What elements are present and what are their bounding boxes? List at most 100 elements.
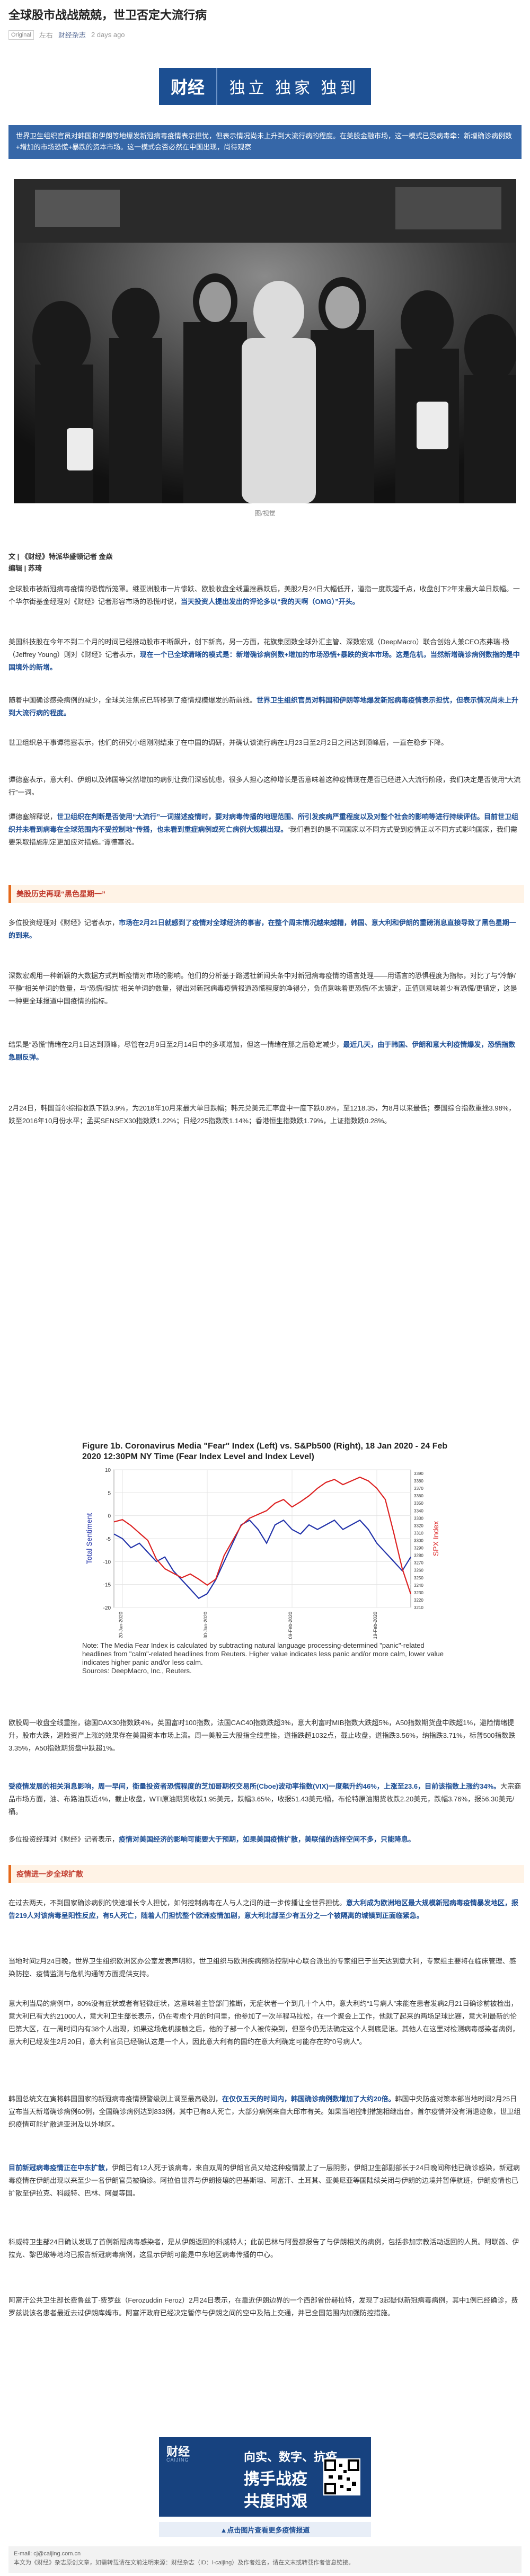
y2-tick-label: 3280 <box>414 1553 423 1558</box>
chart-title: Figure 1b. Coronavirus Media "Fear" Inde… <box>82 1442 448 1461</box>
trading-floor-photo <box>14 179 516 503</box>
p11-text: 大宗商品市场方面，油、布路油跌近4%，截止收盘，WTI原油期货收跌1.95美元，… <box>8 1782 522 1816</box>
p6-text: 谭德塞解释说， <box>8 813 57 821</box>
y2-axis-label: SPX Index <box>431 1521 440 1556</box>
y2-tick-label: 3370 <box>414 1486 423 1491</box>
paragraph-11: 欧股周一收盘全线重挫，德国DAX30指数跌4%，英国富时100指数，法国CAC4… <box>8 1719 516 1752</box>
paragraph-16: 韩国总统文在寅将韩国国家的新冠病毒疫情预警级别上调至最高级别，在仅仅五天的时间内… <box>8 2093 522 2131</box>
x-tick-label: 20-Jan-2020 <box>118 1612 123 1639</box>
section-header-global-spread: 疫情进一步全球扩散 <box>8 1865 524 1883</box>
p3-highlight: 世界卫生组织官员对韩国和伊朗等地爆发新冠病毒疫情表示担忧，但表示情况尚未上升到大… <box>8 696 519 717</box>
p13-text: 在过去两天，不到国家确诊病例的快速增长令人担忧，如何控制病毒在人与人之间的进一步… <box>8 1899 347 1907</box>
promo-line-2: 携手战疫 <box>244 2471 307 2488</box>
p16-rest: 韩国中央防疫对策本部当地时间2月25日宣布当天新增确诊病例60例，全国确诊病例达… <box>8 2095 521 2128</box>
brand-banner: 财经 独立 独家 独到 <box>159 68 371 105</box>
footer-email: E-mail: cj@caijing.com.cn <box>14 2551 81 2557</box>
publish-time: 2 days ago <box>91 31 125 39</box>
paragraph-7: 多位投资经理对《财经》记者表示，市场在2月21日就感到了疫情对全球经济的事害，在… <box>8 917 522 942</box>
source-link[interactable]: 财经杂志 <box>58 31 86 39</box>
y2-tick-label: 3240 <box>414 1583 423 1588</box>
fear-index-line <box>113 1519 411 1600</box>
paragraph-8: 深数宏观用一种新颖的大数据方式判断疫情对市场的影响。他们的分析基于路透社新闻头条… <box>8 972 517 1005</box>
promo-caption-link[interactable]: ▲点击图片查看更多疫情报道 <box>159 2522 371 2537</box>
y2-tick-label: 3320 <box>414 1523 423 1528</box>
paragraph-17: 目前新冠病毒疫情正在中东扩散，伊朗已有12人死于该病毒，来自双周的伊朗官员又给这… <box>8 2162 522 2200</box>
p12-text: 多位投资经理对《财经》记者表示， <box>8 1835 119 1843</box>
paragraph-12: 多位投资经理对《财经》记者表示，疫情对美国经济的影响可能要大于预期，如果美国疫情… <box>8 1833 522 1846</box>
y-tick-label: -5 <box>106 1536 111 1542</box>
y2-tick-label: 3250 <box>414 1576 423 1580</box>
p7-highlight: 市场在2月21日就感到了疫情对全球经济的事害，在整个周末情况越来越糟，韩国、意大… <box>8 919 516 939</box>
article-summary: 世界卫生组织官员对韩国和伊朗等地爆发新冠病毒疫情表示担忧，但表示情况尚未上升到大… <box>8 125 522 159</box>
y-tick-label: 10 <box>105 1468 111 1473</box>
byline: 文 | 《财经》特派华盛顿记者 金焱 编辑 | 苏琦 <box>8 551 112 574</box>
p9-highlight: 最近几天，由于韩国、伊朗和意大利疫情爆发，恐慌指数急剧反弹。 <box>8 1041 516 1061</box>
paragraph-18: 科威特卫生部24日确认发现了首例新冠病毒感染者，是从伊朗返回的科威特人；此前巴林… <box>8 2238 519 2259</box>
p17-highlight: 目前新冠病毒疫情正在中东扩散， <box>8 2164 112 2172</box>
y2-tick-label: 3350 <box>414 1501 423 1506</box>
x-tick-label: 09-Feb-2020 <box>288 1612 293 1639</box>
paragraph-6: 谭德塞解释说，世卫组织在判断是否使用“大流行”一词描述疫情时，要对病毒传播的地理… <box>8 811 522 849</box>
section-header-black-monday: 美股历史再现“黑色星期一” <box>8 885 524 903</box>
y-tick-label: 5 <box>108 1490 111 1496</box>
p2-highlight: 现在一个已全球清晰的模式是：新增确诊病例数+增加的市场恐慌+暴跌的资本市场。这是… <box>8 651 520 671</box>
trading-floor-image <box>14 179 516 503</box>
paragraph-14: 当地时间2月24日晚，世界卫生组织欧洲区办公室发表声明称，世卫组织与欧洲疾病预防… <box>8 1957 516 1978</box>
y-tick-label: 0 <box>108 1514 111 1520</box>
qr-code-icon <box>323 2458 360 2495</box>
chart-plot: 10 5 0 -5 -10 -15 -20 3390 3380 3370 3360 3350 3340 3… <box>85 1468 440 1639</box>
p17-text: 伊朗已有12人死于该病毒，来自双周的伊朗官员又给这种疫情蒙上了一层阴影，伊朗卫生… <box>8 2164 520 2197</box>
p1-highlight: 当天投资人提出发出的评论多以“我的天啊（OMG）”开头。 <box>181 598 359 606</box>
brand-slogan: 独立 独家 独到 <box>229 79 359 97</box>
p16-highlight: 在仅仅五天的时间内，韩国确诊病例数增加了大约20倍。 <box>222 2095 395 2103</box>
promo-line-1: 向实、数字、抗疫 <box>244 2450 338 2464</box>
section-title: 美股历史再现“黑色星期一” <box>16 890 105 898</box>
promo-line-3: 共度时艰 <box>244 2493 307 2510</box>
p2-text: 美国科技股在今年不到二个月的时间已经推动股市不断飙升，创下新高，另一方面，花旗集… <box>8 638 509 659</box>
p9-text: 结果是“恐慌”情绪在2月1日达到顶峰，尽管在2月9日至2月14日中的多项增加，但… <box>8 1041 343 1049</box>
p1-text: 全球股市被新冠病毒疫情的恐慌所笼罩。继亚洲股市一片惨跌、欧股收盘全线重挫暴跌后，… <box>8 585 520 606</box>
y2-tick-label: 3380 <box>414 1479 423 1484</box>
y2-tick-label: 3300 <box>414 1539 423 1543</box>
footer-notice: 本文为《财经》杂志原创文章，如需转载请在文前注明来源：财经杂志（ID：i-cai… <box>14 2560 355 2566</box>
paragraph-19: 阿富汗公共卫生部长费鲁兹丁·费罗兹（Ferozuddin Feroz）2月24日… <box>8 2296 518 2317</box>
p11-highlight: 受疫情发展的相关消息影响，周一早间，衡量投资者恐慌程度的芝加哥期权交易所(Cbo… <box>8 1782 501 1790</box>
byline-editor: 编辑 | 苏琦 <box>8 564 42 572</box>
y-tick-label: -10 <box>103 1559 111 1565</box>
p12-highlight: 疫情对美国经济的影响可能要大于预期，如果美国疫情扩散，美联储的选择空间不多，只能… <box>119 1835 416 1843</box>
spx-index-line <box>113 1476 412 1595</box>
paragraph-11b: 受疫情发展的相关消息影响，周一早间，衡量投资者恐慌程度的芝加哥期权交易所(Cbo… <box>8 1780 522 1818</box>
paragraph-5: 谭德塞表示，意大利、伊朗以及韩国等突然增加的病例让我们深感忧虑，很多人担心这种增… <box>8 776 521 796</box>
y2-tick-label: 3260 <box>414 1568 423 1573</box>
paragraph-3: 随着中国确诊感染病例的减少，全球关注焦点已转移到了疫情规模爆发的新前线。世界卫生… <box>8 694 522 719</box>
y2-tick-label: 3390 <box>414 1471 423 1476</box>
caijing-logo: 财经 <box>159 68 217 105</box>
original-tag: Original <box>8 30 34 40</box>
y2-tick-label: 3330 <box>414 1516 423 1521</box>
footer-copyright: E-mail: cj@caijing.com.cn 本文为《财经》杂志原创文章，… <box>8 2546 522 2573</box>
y2-tick-label: 3230 <box>414 1591 423 1595</box>
fear-index-chart: Figure 1b. Coronavirus Media "Fear" Inde… <box>82 1441 448 1690</box>
chart-sources: Sources: DeepMacro, Inc., Reuters. <box>82 1667 192 1675</box>
p16-text: 韩国总统文在寅将韩国国家的新冠病毒疫情预警级别上调至最高级别， <box>8 2095 223 2103</box>
p6-highlight: 世卫组织在判断是否使用“大流行”一词描述疫情时，要对病毒传播的地理范围、所引发疾… <box>8 813 519 833</box>
p7-text: 多位投资经理对《财经》记者表示， <box>8 919 119 927</box>
y2-tick-label: 3360 <box>414 1494 423 1498</box>
y2-tick-label: 3220 <box>414 1598 423 1603</box>
article-title: 全球股市战战兢兢，世卫否定大流行病 <box>8 8 207 22</box>
paragraph-15: 意大利当局的病例中，80%没有症状或者有轻微症状，这意味着主管部门推断，无症状者… <box>8 2000 519 2046</box>
y-tick-label: -20 <box>103 1605 111 1611</box>
p13-highlight: 意大利成为欧洲地区最大规模新冠病毒疫情暴发地区，报告219人对该病毒呈阳性反应，… <box>8 1899 519 1920</box>
y-axis-label: Total Sentiment <box>85 1513 93 1565</box>
p6-quote: “我们看到的是不同国家以不同方式受到疫情正以不同方式影响国家，我们需要采取措施制… <box>8 825 517 846</box>
p3-text: 随着中国确诊感染病例的减少，全球关注焦点已转移到了疫情规模爆发的新前线。 <box>8 696 257 704</box>
y-tick-label: -15 <box>103 1583 111 1588</box>
article-meta: Original 左右 财经杂志 2 days ago <box>8 30 125 40</box>
y2-tick-label: 3310 <box>414 1531 423 1535</box>
x-tick-label: 30-Jan-2020 <box>203 1612 208 1639</box>
paragraph-10: 2月24日，韩国首尔综指收跌下跌3.9%，为2018年10月来最大单日跌幅；韩元… <box>8 1104 516 1125</box>
promo-banner[interactable]: 财经 CAIJING 向实、数字、抗疫 携手战疫 共度时艰 <box>159 2437 371 2517</box>
y2-tick-label: 3340 <box>414 1508 423 1513</box>
chart-note-text: Note: The Media Fear Index is calculated… <box>82 1641 444 1666</box>
